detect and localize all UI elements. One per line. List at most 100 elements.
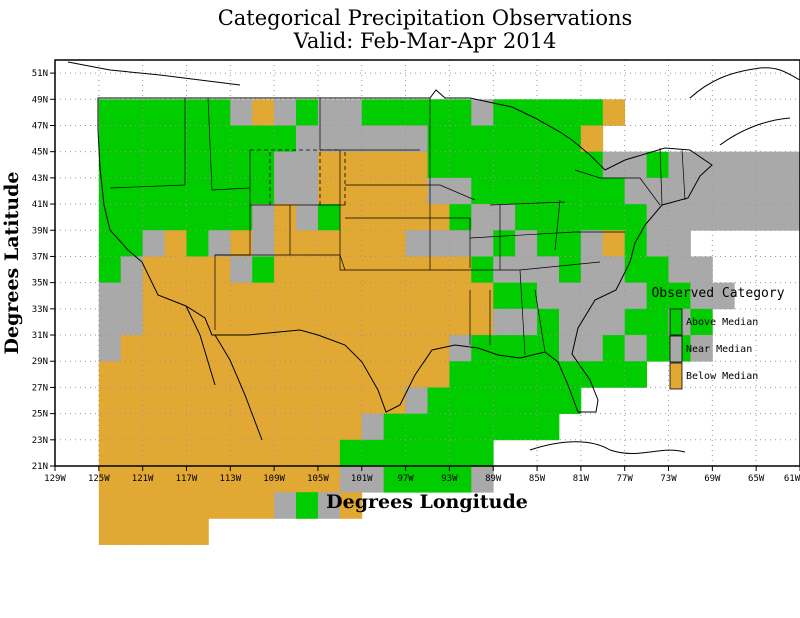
- category-cell: [186, 387, 209, 415]
- category-cell: [164, 361, 187, 388]
- category-cell: [537, 308, 560, 336]
- category-cell: [142, 282, 165, 310]
- category-cell: [230, 177, 253, 205]
- category-cell: [98, 177, 122, 205]
- category-cell: [98, 492, 122, 519]
- category-cell: [449, 308, 472, 336]
- category-cell: [602, 361, 626, 388]
- category-cell: [493, 125, 516, 153]
- category-cell: [120, 151, 144, 179]
- category-cell: [317, 177, 341, 205]
- x-tick-label: 109W: [263, 474, 285, 484]
- category-cell: [317, 308, 341, 336]
- category-cell: [142, 335, 165, 362]
- category-cell: [427, 125, 450, 153]
- category-cell: [142, 387, 165, 415]
- category-cell: [317, 256, 341, 284]
- category-cell: [515, 308, 538, 336]
- category-cell: [383, 230, 406, 257]
- category-cell: [274, 387, 297, 415]
- category-cell: [471, 282, 494, 310]
- category-cell: [252, 439, 275, 467]
- category-cell: [230, 256, 253, 284]
- category-cell: [778, 151, 800, 179]
- category-cell: [296, 361, 319, 388]
- category-cell: [690, 177, 713, 205]
- category-cell: [120, 335, 144, 362]
- category-cell: [120, 125, 144, 153]
- category-cell: [230, 413, 253, 441]
- category-cell: [558, 361, 582, 388]
- category-cell: [537, 335, 560, 362]
- category-cell: [537, 99, 560, 126]
- category-cell: [186, 256, 209, 284]
- category-cell: [537, 204, 560, 231]
- category-cell: [142, 466, 165, 493]
- category-cell: [164, 413, 187, 441]
- category-cell: [602, 99, 626, 126]
- category-cell: [427, 387, 450, 415]
- category-cell: [493, 230, 516, 257]
- category-cell: [383, 361, 406, 388]
- category-cell: [756, 151, 779, 179]
- category-cell: [471, 387, 494, 415]
- category-cell: [252, 256, 275, 284]
- category-cell: [164, 282, 187, 310]
- category-cell: [558, 308, 582, 336]
- category-cell: [537, 387, 560, 415]
- category-cell: [296, 335, 319, 362]
- category-cell: [252, 335, 275, 362]
- category-cell: [186, 492, 209, 519]
- category-cell: [405, 125, 428, 153]
- category-cell: [449, 151, 472, 179]
- category-cell: [361, 466, 385, 493]
- category-cell: [712, 204, 735, 231]
- category-cell: [98, 335, 122, 362]
- category-cell: [537, 282, 560, 310]
- category-cell: [142, 308, 165, 336]
- category-cell: [383, 413, 406, 441]
- category-cell: [142, 361, 165, 388]
- category-cell: [361, 230, 385, 257]
- category-cell: [558, 256, 582, 284]
- category-cell: [427, 439, 450, 467]
- category-cell: [164, 230, 187, 257]
- category-cell: [668, 256, 691, 284]
- y-tick-label: 25N: [32, 410, 48, 420]
- category-cell: [339, 439, 363, 467]
- category-cell: [120, 518, 144, 545]
- category-cell: [274, 466, 297, 493]
- category-cell: [405, 308, 428, 336]
- category-cell: [98, 518, 122, 545]
- category-cell: [98, 99, 122, 126]
- category-cell: [317, 492, 341, 519]
- category-cell: [120, 230, 144, 257]
- category-cell: [142, 518, 165, 545]
- category-cell: [142, 151, 165, 179]
- category-cell: [339, 413, 363, 441]
- category-cell: [296, 439, 319, 467]
- category-cell: [756, 177, 779, 205]
- dashed-borders: [250, 149, 346, 205]
- y-tick-label: 33N: [32, 305, 48, 315]
- category-cell: [164, 204, 187, 231]
- category-cell: [778, 177, 800, 205]
- x-tick-label: 73W: [660, 474, 677, 484]
- category-cell: [361, 308, 385, 336]
- category-cell: [252, 413, 275, 441]
- category-cell: [339, 204, 363, 231]
- x-tick-label: 117W: [176, 474, 198, 484]
- category-cell: [252, 492, 275, 519]
- category-cell: [537, 125, 560, 153]
- category-cell: [317, 413, 341, 441]
- category-cell: [383, 439, 406, 467]
- category-cell: [471, 230, 494, 257]
- category-cell: [361, 99, 385, 126]
- category-cell: [274, 177, 297, 205]
- x-tick-label: 65W: [748, 474, 765, 484]
- category-cell: [120, 387, 144, 415]
- category-cell: [493, 177, 516, 205]
- category-cell: [515, 151, 538, 179]
- category-cell: [252, 466, 275, 493]
- category-cell: [602, 308, 626, 336]
